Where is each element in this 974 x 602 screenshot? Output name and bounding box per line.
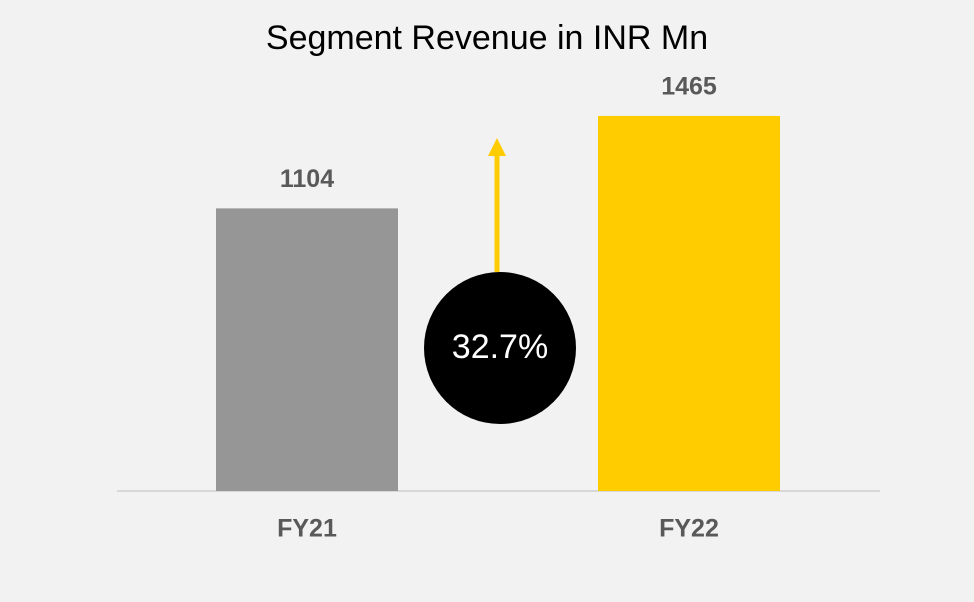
x-tick-label: FY22 [659,515,719,543]
data-label: 1465 [661,73,717,101]
chart-title: Segment Revenue in INR Mn [266,19,708,57]
data-label: 1104 [280,165,334,193]
growth-label: 32.7% [452,328,548,366]
growth-badge [424,272,576,424]
x-tick-label: FY21 [277,515,337,543]
bar [598,115,780,492]
growth-arrowhead [488,138,506,156]
bar [216,208,398,491]
